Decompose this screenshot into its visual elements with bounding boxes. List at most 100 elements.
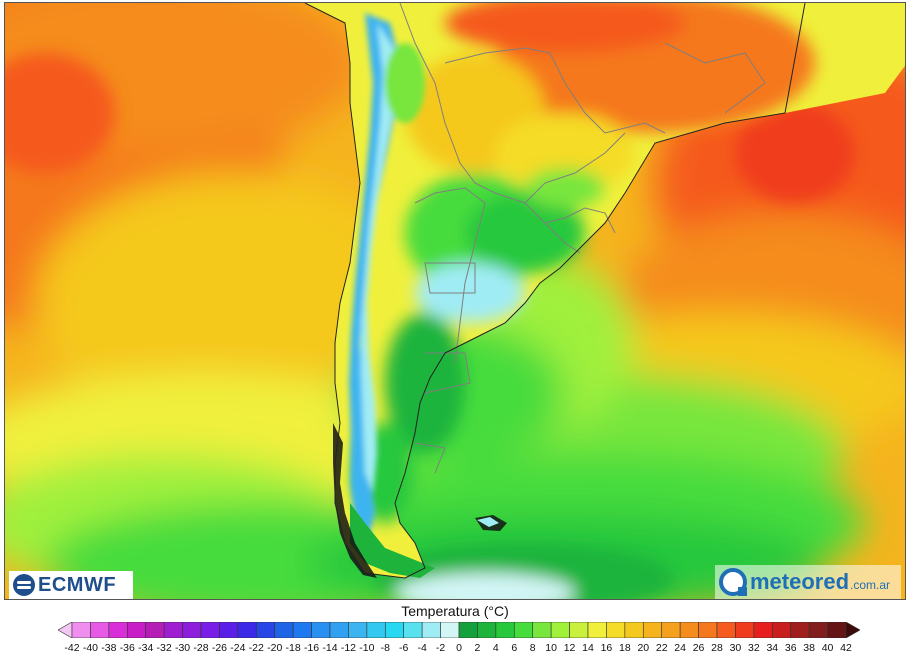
colorbar-segment [808, 622, 828, 638]
colorbar-segment [440, 622, 460, 638]
political-borders [399, 3, 766, 474]
colorbar-tick-label: -14 [322, 642, 338, 654]
colorbar-tick-label: 32 [748, 642, 760, 654]
ecmwf-logo: ECMWF [9, 571, 133, 599]
colorbar-tick-label: 20 [637, 642, 650, 654]
colorbar-tick-label: 34 [766, 642, 779, 654]
colorbar-segment [219, 622, 239, 638]
colorbar-segment [348, 622, 368, 638]
colorbar-segment [513, 622, 534, 638]
colorbar-tick-label: 6 [511, 642, 518, 654]
colorbar-tick-label: -4 [417, 642, 427, 654]
colorbar-tick-label: -40 [82, 642, 99, 654]
colorbar-segment [716, 622, 736, 638]
colorbar-segment [200, 622, 220, 638]
colorbar-tick-label: -2 [435, 642, 446, 654]
colorbar-segment [403, 622, 423, 638]
colorbar-segment [642, 622, 663, 638]
colorbar-segment [698, 622, 718, 638]
colorbar-segment [790, 622, 810, 638]
colorbar-tick-label: 24 [674, 642, 686, 654]
colorbar-tick-label: 2 [474, 642, 481, 654]
colorbar-segment [145, 622, 165, 638]
colorbar-tick-label: -34 [138, 642, 154, 654]
map-panel: ECMWF meteored .com.ar [4, 2, 906, 600]
colorbar-segment [421, 622, 441, 638]
colorbar-segment [827, 622, 847, 638]
meteored-logo-icon [719, 568, 747, 596]
colorbar-segment [329, 622, 349, 638]
color-scale-bar [58, 622, 860, 638]
colorbar-segment [366, 622, 386, 638]
colorbar-tick-label: 10 [545, 642, 557, 654]
colorbar-segment [90, 622, 110, 638]
colorbar-tick-label: 18 [619, 642, 631, 654]
colorbar-tick-label: -16 [303, 642, 320, 654]
meteored-logo-domain: .com.ar [850, 578, 891, 592]
colorbar-tick-label: 14 [582, 642, 594, 654]
colorbar-arrow-high [845, 622, 860, 638]
colorbar-tick-label: 36 [784, 642, 797, 654]
colorbar-segment [735, 622, 755, 638]
colorbar-tick-label: -24 [230, 642, 246, 654]
colorbar-segment [532, 622, 552, 638]
colorbar-tick-label: -20 [267, 642, 283, 654]
colorbar-segment [458, 622, 478, 638]
ecmwf-logo-icon [13, 574, 35, 596]
colorbar-segment [624, 622, 644, 638]
colorbar-tick-label: -42 [64, 642, 80, 654]
colorbar-tick-label: -8 [380, 642, 390, 654]
colorbar-segment [606, 622, 626, 638]
coastline [304, 3, 806, 579]
colorbar-tick-label: -10 [359, 642, 375, 654]
colorbar-tick-label: 8 [529, 642, 536, 654]
colorbar-arrow-low [58, 622, 73, 638]
colorbar-tick-label: 4 [492, 642, 499, 654]
colorbar-tick-label: 28 [711, 642, 723, 654]
colorbar-tick-label: -28 [193, 642, 209, 654]
colorbar-tick-label: 16 [600, 642, 613, 654]
temperature-map [5, 3, 905, 599]
colorbar-segment [108, 622, 128, 638]
colorbar-tick-label: -22 [248, 642, 264, 654]
colorbar-tick-label: 40 [821, 642, 834, 654]
colorbar-tick-label: 42 [840, 642, 852, 654]
colorbar-tick-label: 30 [729, 642, 742, 654]
colorbar-segment [274, 622, 294, 638]
colorbar-segment [384, 622, 405, 638]
legend-title: Temperatura (°C) [401, 603, 509, 619]
colorbar-tick-label: -32 [156, 642, 172, 654]
ecmwf-logo-text: ECMWF [38, 573, 117, 596]
colorbar-tick-label: -38 [101, 642, 117, 654]
colorbar-segment [311, 622, 331, 638]
colorbar-tick-label: 12 [563, 642, 576, 654]
colorbar-segment [292, 622, 312, 638]
colorbar-segment [587, 622, 607, 638]
colorbar-segment [477, 622, 497, 638]
colorbar-segment [495, 622, 515, 638]
colorbar-tick-label: -36 [119, 642, 135, 654]
colorbar-segment [255, 622, 276, 638]
land-temperature-field [305, 3, 905, 578]
colorbar-segment [569, 622, 589, 638]
colorbar-segment [679, 622, 699, 638]
colorbar-segment [71, 622, 91, 638]
colorbar-segment [753, 622, 773, 638]
meteored-logo-text: meteored [750, 569, 850, 594]
colorbar-tick-label: -18 [285, 642, 301, 654]
colorbar-tick-label: -12 [340, 642, 357, 654]
colorbar-tick-label: -6 [399, 642, 409, 654]
colorbar-tick-label: 22 [655, 642, 668, 654]
colorbar-tick-label: -30 [174, 642, 191, 654]
colorbar-tick-label: 38 [803, 642, 815, 654]
colorbar-segment [237, 622, 257, 638]
colorbar-segment [550, 622, 570, 638]
colorbar-segment [182, 622, 202, 638]
colorbar-tick-label: 26 [692, 642, 705, 654]
meteored-logo[interactable]: meteored .com.ar [715, 565, 901, 599]
color-scale-ticks: -42 -40 -38 -36 -34 -32 -30 -28 -26 -24 -22 -20 -18-… [0, 642, 910, 656]
colorbar-segment [771, 622, 792, 638]
colorbar-segment [163, 622, 183, 638]
colorbar-segment [126, 622, 147, 638]
colorbar-tick-label: 0 [456, 642, 462, 654]
